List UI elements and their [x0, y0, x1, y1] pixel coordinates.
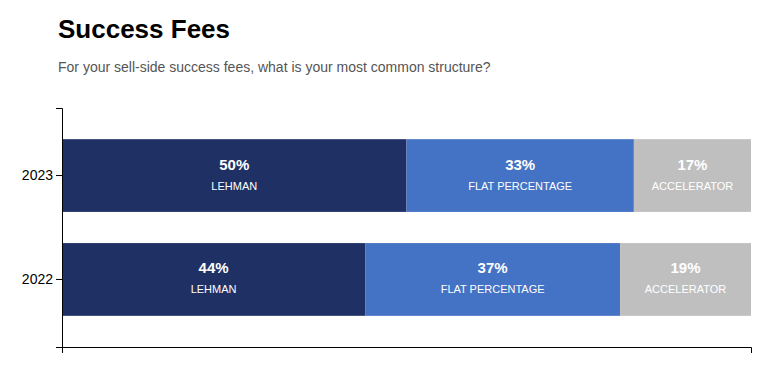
segment-label: FLAT PERCENTAGE	[441, 283, 545, 295]
y-tick: 2022	[22, 271, 62, 287]
data-labels: 50% 44% 33% 37% 17% 19% LEHMAN LEHMAN FLAT PERCE…	[191, 156, 734, 296]
value-label: 37%	[478, 259, 508, 276]
value-label: 19%	[671, 259, 701, 276]
segment-label: ACCELERATOR	[645, 283, 727, 295]
segment-label: ACCELERATOR	[652, 180, 734, 192]
x-axis	[63, 348, 752, 354]
bar-segment	[634, 139, 751, 212]
x-axis-line	[63, 348, 752, 354]
value-label: 50%	[219, 156, 249, 173]
y-tick-mark	[56, 279, 62, 280]
y-tick-label: 2023	[22, 167, 53, 183]
value-label: 44%	[199, 259, 229, 276]
chart: Success Fees For your sell-side success f…	[0, 0, 771, 373]
subtitle: For your sell-side success fees, what is…	[58, 59, 491, 75]
y-tick: 2023	[22, 167, 62, 183]
bar-segment	[620, 243, 751, 316]
value-label: 17%	[677, 156, 707, 173]
plot: 50% 44% 33% 37% 17% 19% LEHMAN LEHMAN FLAT PERCE…	[22, 109, 752, 354]
bar-segment	[365, 243, 620, 316]
bar-segment	[407, 139, 634, 212]
y-axis: 2023 2022	[22, 109, 63, 348]
y-tick-mark	[56, 175, 62, 176]
title: Success Fees	[58, 14, 230, 44]
segment-label: LEHMAN	[191, 283, 237, 295]
segment-label: FLAT PERCENTAGE	[468, 180, 572, 192]
segment-label: LEHMAN	[211, 180, 257, 192]
y-tick-label: 2022	[22, 271, 53, 287]
value-label: 33%	[505, 156, 535, 173]
bar-segment	[62, 243, 365, 316]
bar-segment	[62, 139, 407, 212]
y-axis-line	[56, 109, 63, 348]
bars	[62, 139, 751, 316]
